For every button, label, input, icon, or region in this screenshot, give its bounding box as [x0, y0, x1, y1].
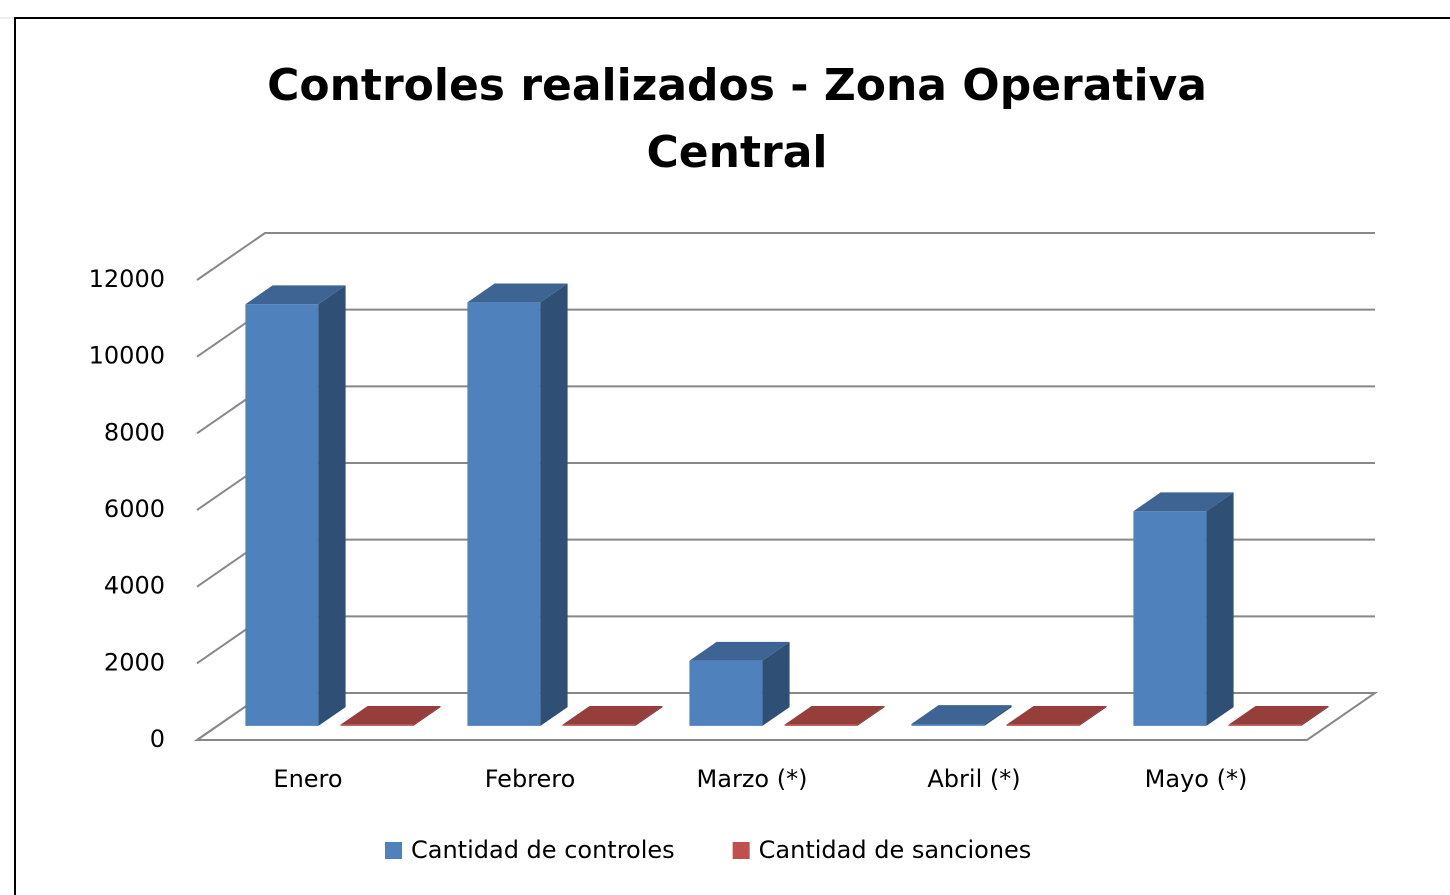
- bar-front: [689, 660, 763, 726]
- chart-title: Controles realizados - Zona Operativa Ce…: [267, 60, 1207, 178]
- y-tick-label: 4000: [104, 572, 165, 600]
- x-tick-label: Abril (*): [927, 765, 1020, 793]
- bar-front: [340, 724, 414, 726]
- bar-front: [1006, 724, 1080, 726]
- legend-swatch: [385, 842, 402, 859]
- bar-top: [562, 705, 663, 725]
- legend-swatch: [732, 842, 750, 859]
- bar-side: [1206, 492, 1234, 726]
- bar: [784, 705, 885, 726]
- bar-front: [784, 724, 858, 726]
- legend-label: Cantidad de sanciones: [759, 836, 1032, 864]
- legend-label: Cantidad de controles: [411, 836, 675, 864]
- bar-side: [635, 705, 663, 726]
- y-tick-label: 6000: [104, 495, 165, 523]
- bar-side: [318, 285, 346, 726]
- bar: [1228, 705, 1329, 726]
- bar-front: [911, 723, 985, 726]
- bar-front: [467, 302, 541, 726]
- bar-top: [245, 285, 346, 305]
- bar: [467, 283, 568, 726]
- bar-top: [689, 641, 790, 661]
- bar: [1133, 492, 1234, 726]
- bar-front: [562, 724, 636, 726]
- y-tick-label: 12000: [89, 265, 165, 293]
- bar-side: [857, 705, 885, 726]
- bar-top: [467, 283, 568, 303]
- x-tick-label: Febrero: [485, 765, 576, 793]
- bar: [911, 705, 1012, 726]
- grid-line: [196, 232, 1375, 281]
- bar: [340, 705, 441, 726]
- bar: [689, 641, 790, 726]
- bar-side: [762, 641, 790, 726]
- bar-top: [784, 705, 885, 725]
- bar-side: [540, 283, 568, 726]
- x-tick-label: Marzo (*): [697, 765, 808, 793]
- bar-side: [984, 705, 1012, 726]
- bar: [245, 285, 346, 726]
- y-tick-label: 10000: [89, 342, 165, 370]
- bar-side: [1079, 705, 1107, 726]
- bar-front: [1228, 724, 1302, 726]
- bar-top: [1133, 492, 1234, 512]
- x-tick-label: Mayo (*): [1145, 765, 1248, 793]
- bar-top: [1228, 705, 1329, 725]
- bar-side: [1301, 705, 1329, 726]
- bar-top: [340, 705, 441, 725]
- bar-side: [413, 705, 441, 726]
- bar-top: [1006, 705, 1107, 725]
- y-tick-label: 8000: [104, 418, 165, 446]
- bar-front: [245, 304, 319, 726]
- bar: [1006, 705, 1107, 726]
- x-tick-label: Enero: [273, 765, 342, 793]
- bar: [562, 705, 663, 726]
- bar-front: [1133, 511, 1207, 726]
- y-tick-label: 2000: [104, 648, 165, 676]
- y-tick-label: 0: [150, 725, 165, 753]
- grid-line-segment: [196, 232, 1375, 281]
- bar-top: [911, 705, 1012, 724]
